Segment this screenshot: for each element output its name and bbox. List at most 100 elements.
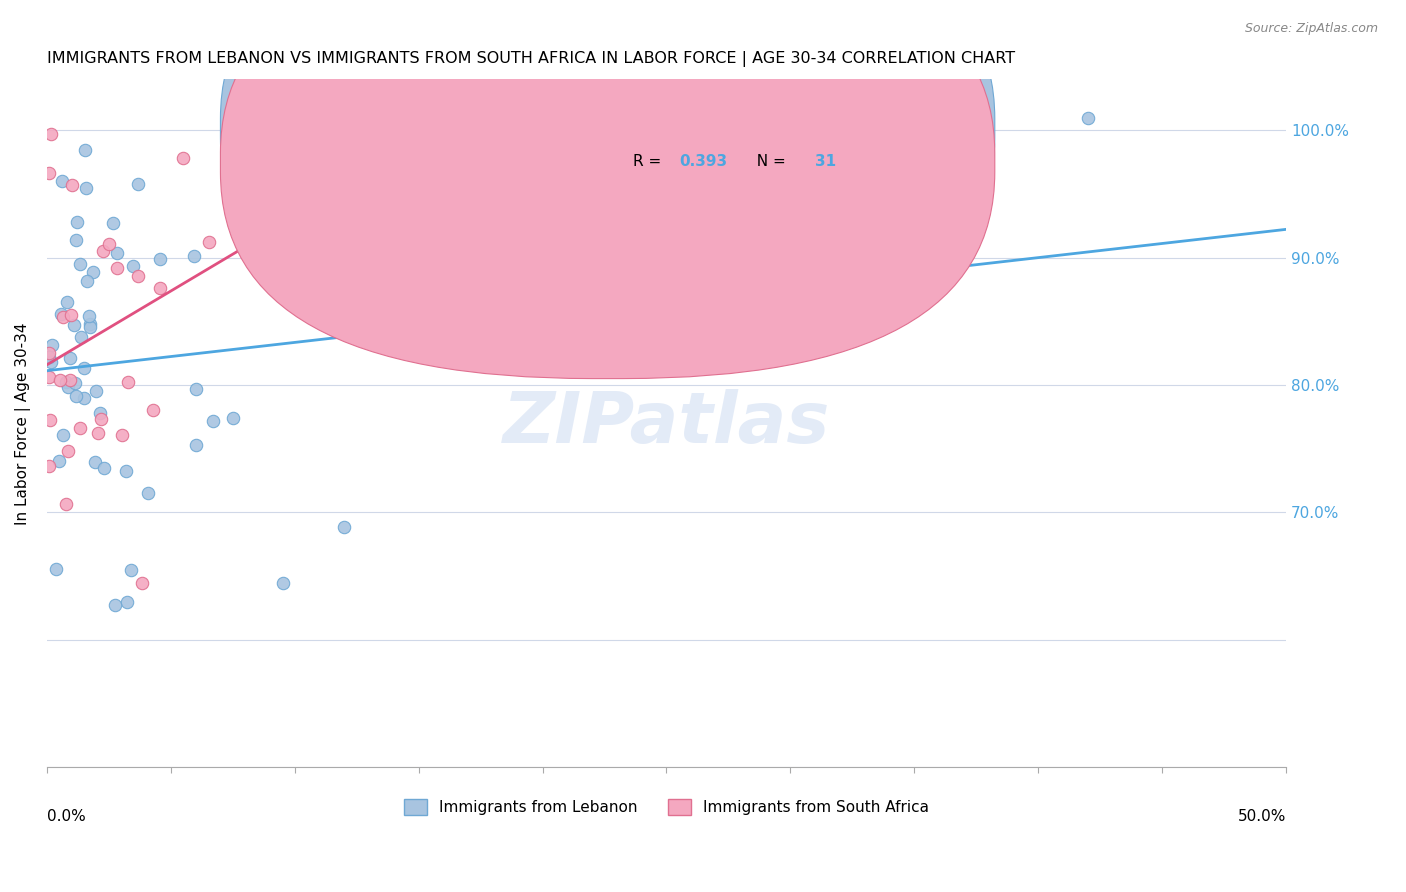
Point	[59, 372, 82, 386]
Point	[59, 351, 82, 366]
Point	[136, 485, 159, 500]
Text: 50.0%: 50.0%	[1237, 808, 1286, 823]
Text: ZIPatlas: ZIPatlas	[503, 389, 830, 458]
Legend: Immigrants from Lebanon, Immigrants from South Africa: Immigrants from Lebanon, Immigrants from…	[398, 793, 935, 822]
Text: N =: N =	[747, 154, 790, 169]
Point	[333, 519, 356, 533]
Point	[1077, 111, 1099, 125]
Point	[122, 260, 145, 274]
Point	[127, 268, 149, 283]
Point	[127, 177, 149, 191]
Point	[184, 438, 207, 452]
Point	[219, 111, 242, 125]
Text: R =: R =	[633, 120, 666, 135]
Point	[73, 143, 96, 157]
Point	[131, 575, 153, 590]
Point	[79, 320, 101, 334]
Text: 0.168: 0.168	[679, 120, 727, 135]
Point	[69, 257, 91, 271]
Point	[93, 460, 115, 475]
Point	[52, 310, 75, 324]
Point	[149, 281, 172, 295]
Point	[70, 330, 93, 344]
Point	[82, 265, 104, 279]
Point	[198, 235, 221, 250]
Point	[557, 307, 579, 321]
Point	[63, 318, 86, 333]
Point	[89, 406, 111, 420]
Text: IMMIGRANTS FROM LEBANON VS IMMIGRANTS FROM SOUTH AFRICA IN LABOR FORCE | AGE 30-: IMMIGRANTS FROM LEBANON VS IMMIGRANTS FR…	[46, 51, 1015, 67]
Point	[142, 402, 165, 417]
Point	[73, 361, 96, 376]
Point	[184, 382, 207, 396]
FancyBboxPatch shape	[568, 93, 914, 196]
Point	[39, 413, 62, 427]
Point	[77, 309, 100, 323]
Point	[45, 561, 67, 575]
Point	[75, 181, 97, 195]
Point	[90, 412, 112, 426]
Point	[117, 375, 139, 389]
Point	[60, 178, 83, 193]
Point	[55, 376, 77, 390]
Text: Source: ZipAtlas.com: Source: ZipAtlas.com	[1244, 22, 1378, 36]
Point	[38, 350, 60, 364]
FancyBboxPatch shape	[221, 0, 995, 344]
Point	[149, 252, 172, 266]
Point	[52, 427, 75, 442]
Point	[41, 337, 63, 351]
Point	[273, 575, 295, 590]
Point	[84, 384, 107, 398]
Point	[79, 318, 101, 332]
Point	[55, 497, 77, 511]
Point	[38, 166, 60, 180]
Text: R =: R =	[633, 154, 666, 169]
Point	[222, 410, 245, 425]
Point	[48, 454, 70, 468]
Point	[38, 346, 60, 360]
Point	[39, 355, 62, 369]
Point	[39, 127, 62, 141]
Point	[73, 391, 96, 405]
Text: N =: N =	[747, 120, 790, 135]
Point	[107, 245, 129, 260]
Point	[104, 598, 127, 612]
Point	[65, 234, 87, 248]
Point	[56, 294, 79, 309]
Point	[56, 443, 79, 458]
Point	[49, 373, 72, 387]
Text: 0.0%: 0.0%	[46, 808, 86, 823]
Point	[66, 215, 89, 229]
Text: 31: 31	[815, 154, 837, 169]
Point	[51, 307, 73, 321]
Point	[557, 111, 579, 125]
Point	[333, 161, 356, 175]
Text: 51: 51	[815, 120, 837, 135]
Point	[63, 376, 86, 390]
Point	[172, 151, 194, 165]
Point	[65, 389, 87, 403]
Point	[56, 380, 79, 394]
FancyBboxPatch shape	[221, 0, 995, 378]
Point	[115, 595, 138, 609]
Point	[98, 237, 121, 252]
Point	[105, 261, 128, 276]
Point	[38, 369, 60, 384]
Point	[111, 428, 134, 442]
Y-axis label: In Labor Force | Age 30-34: In Labor Force | Age 30-34	[15, 322, 31, 524]
Point	[120, 564, 142, 578]
Point	[232, 111, 254, 125]
Point	[91, 244, 114, 258]
Point	[183, 249, 205, 263]
Point	[103, 216, 125, 230]
Text: 0.393: 0.393	[679, 154, 727, 169]
Point	[69, 421, 91, 435]
Point	[83, 454, 105, 468]
Point	[51, 174, 73, 188]
Point	[76, 274, 98, 288]
Point	[201, 414, 224, 428]
Point	[114, 464, 136, 478]
Point	[87, 426, 110, 441]
Point	[38, 459, 60, 474]
Point	[60, 309, 83, 323]
